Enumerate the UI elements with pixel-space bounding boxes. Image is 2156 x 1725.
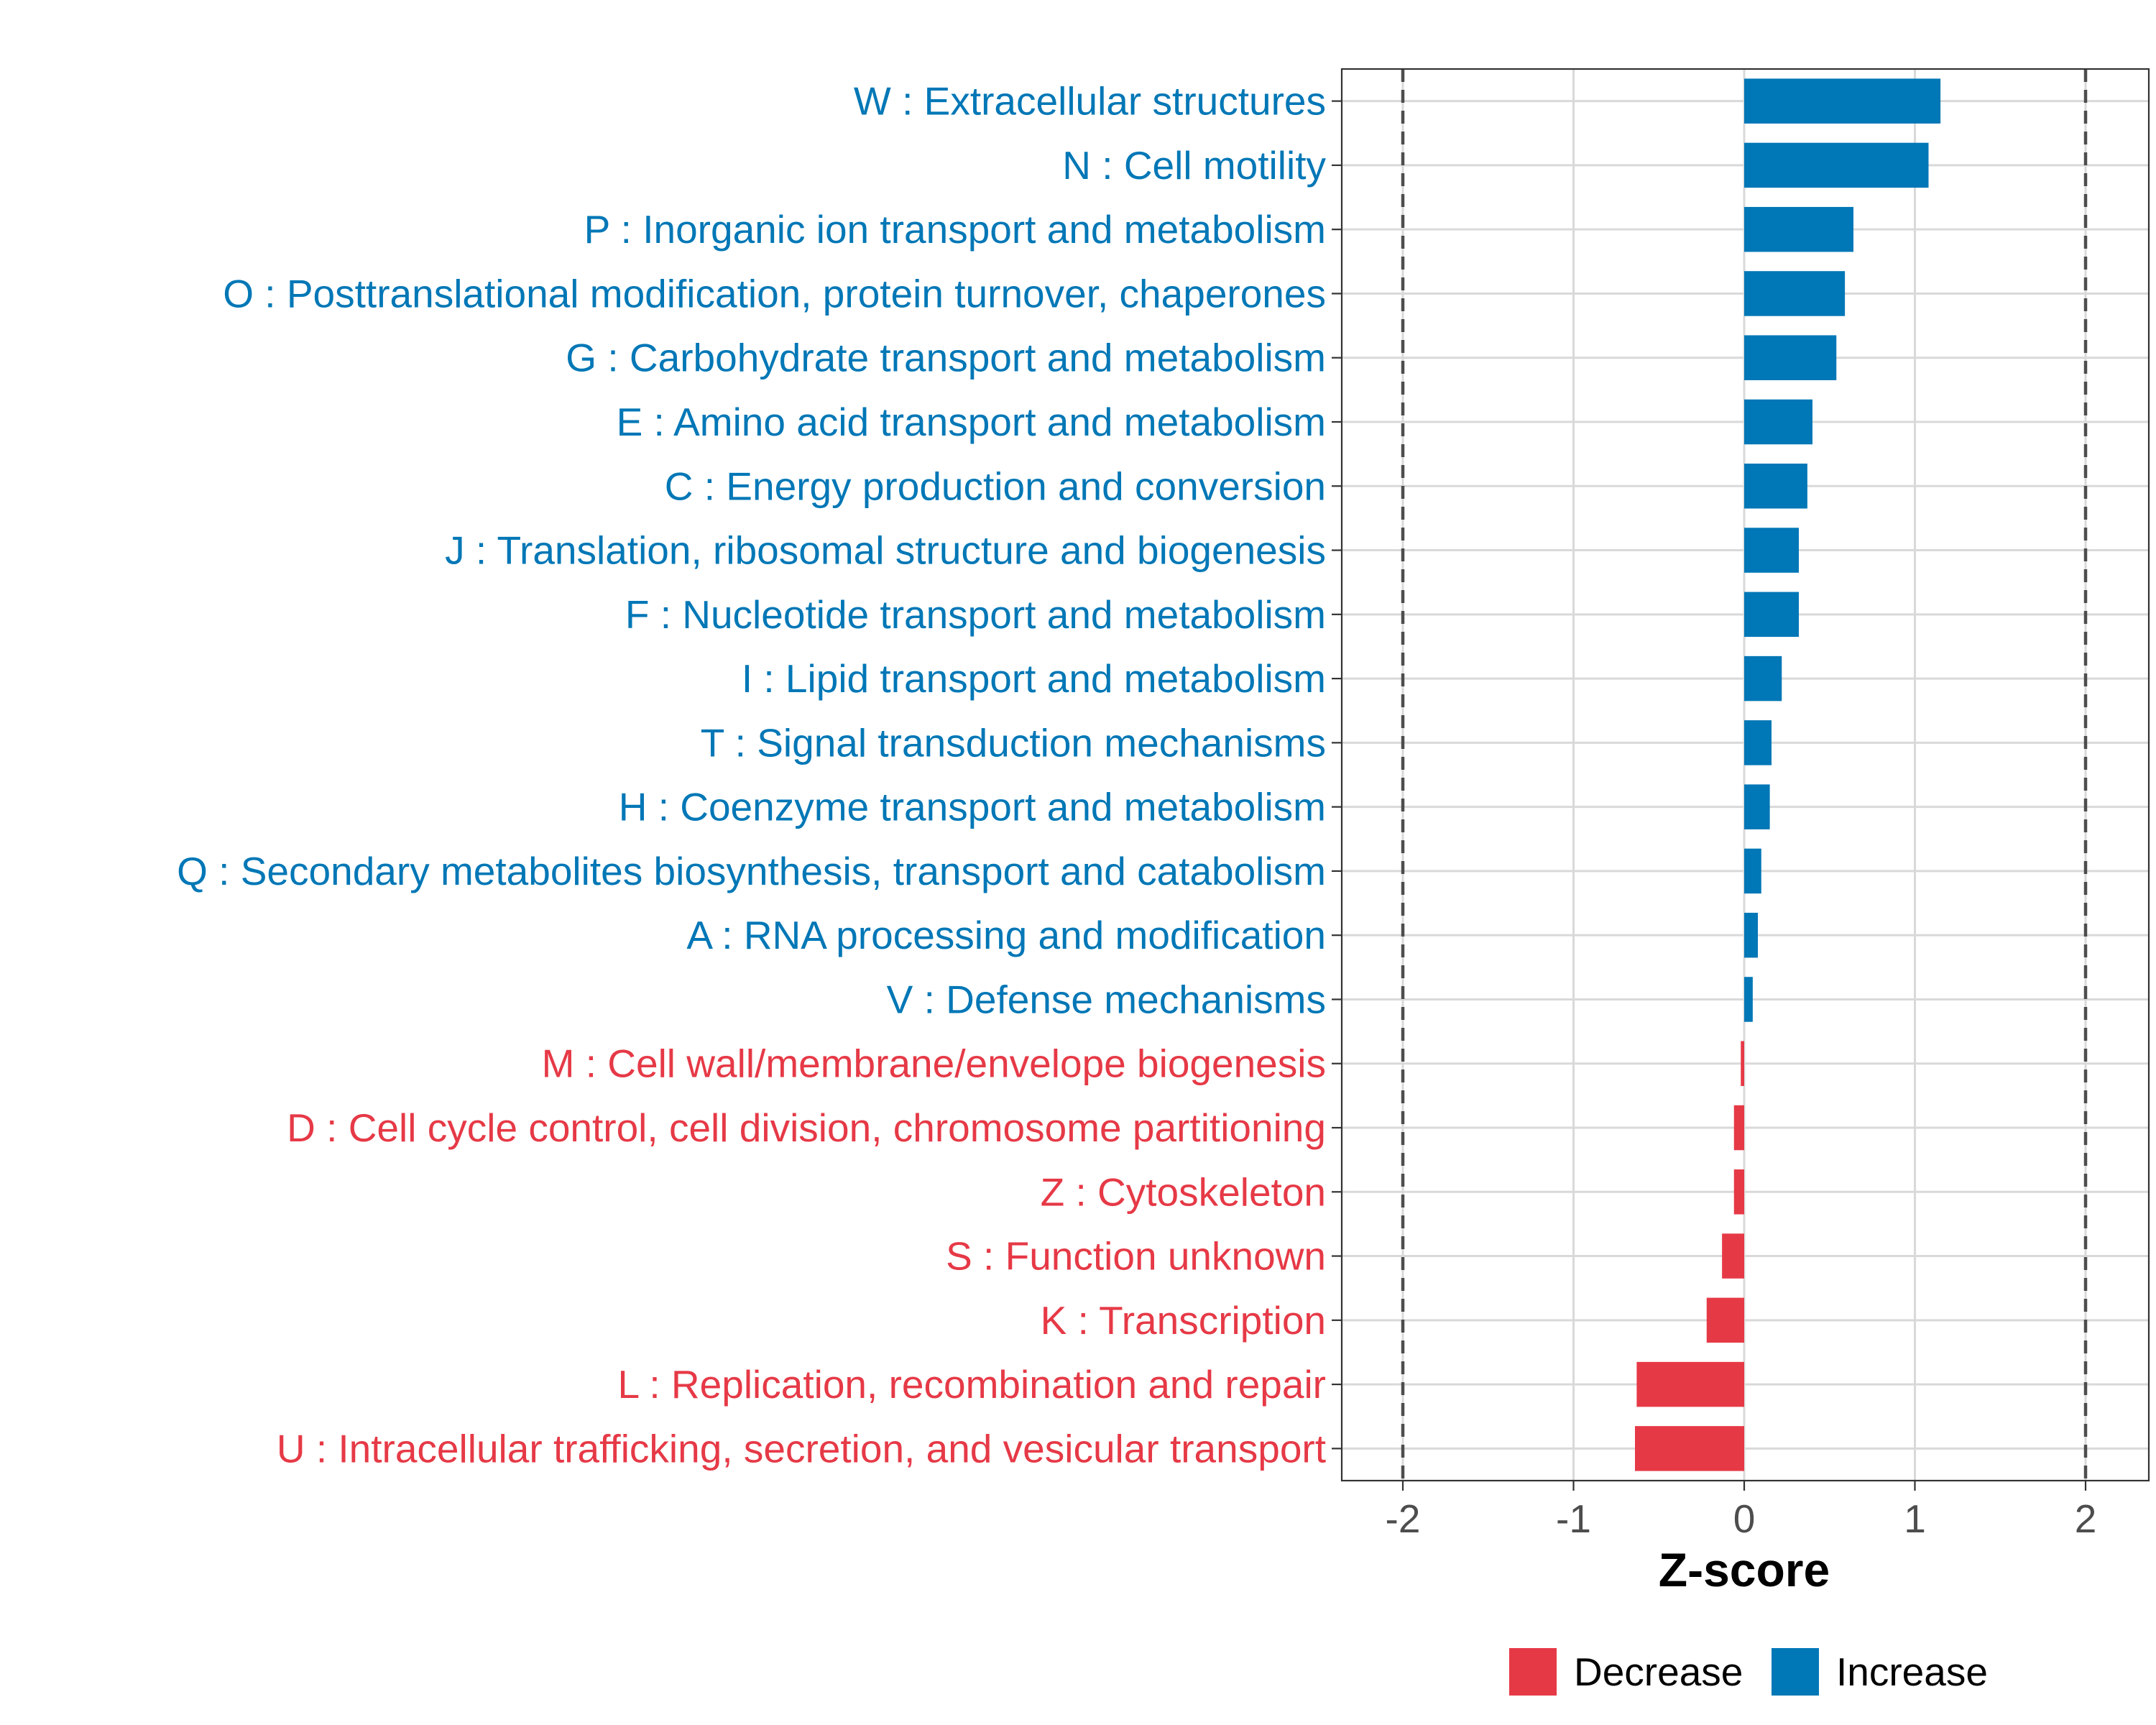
- category-label: P : Inorganic ion transport and metaboli…: [584, 207, 1326, 252]
- category-label: S : Function unknown: [946, 1234, 1326, 1279]
- category-label: C : Energy production and conversion: [665, 464, 1326, 508]
- category-label: M : Cell wall/membrane/envelope biogenes…: [542, 1041, 1326, 1086]
- bar: [1744, 912, 1758, 958]
- category-label: F : Nucleotide transport and metabolism: [625, 592, 1326, 637]
- bar: [1722, 1233, 1744, 1279]
- category-label: A : RNA processing and modification: [686, 913, 1326, 957]
- bar: [1744, 142, 1929, 188]
- category-label: N : Cell motility: [1062, 143, 1326, 188]
- category-label: V : Defense mechanisms: [887, 977, 1326, 1021]
- legend-key: [1509, 1648, 1557, 1696]
- category-label: Q : Secondary metabolites biosynthesis, …: [177, 849, 1326, 893]
- category-label: W : Extracellular structures: [854, 79, 1326, 124]
- bar: [1744, 848, 1761, 894]
- reference-lines: [1401, 69, 2088, 1481]
- bar: [1636, 1361, 1744, 1407]
- panel-border: [1340, 68, 2150, 1482]
- bar: [1741, 1041, 1744, 1086]
- bar: [1744, 78, 1941, 124]
- category-label: U : Intracellular trafficking, secretion…: [277, 1426, 1326, 1471]
- bar: [1744, 464, 1807, 509]
- bar: [1744, 528, 1799, 573]
- category-label: H : Coenzyme transport and metabolism: [619, 785, 1326, 829]
- bar: [1744, 206, 1853, 252]
- bar: [1744, 977, 1753, 1022]
- category-label: K : Transcription: [1041, 1298, 1326, 1343]
- bar: [1744, 399, 1812, 445]
- category-label: J : Translation, ribosomal structure and…: [445, 528, 1326, 573]
- x-axis-title: Z-score: [1659, 1543, 1830, 1596]
- x-tick-label: 1: [1904, 1496, 1926, 1541]
- bars: [1635, 78, 1941, 1471]
- category-label: E : Amino acid transport and metabolism: [617, 400, 1326, 444]
- x-tick-label: 0: [1733, 1496, 1756, 1541]
- category-label: G : Carbohydrate transport and metabolis…: [566, 336, 1326, 380]
- bar: [1744, 271, 1846, 316]
- legend-label: Increase: [1836, 1650, 1988, 1694]
- legend-label: Decrease: [1574, 1650, 1743, 1694]
- legend-key: [1772, 1648, 1819, 1696]
- category-label: O : Posttranslational modification, prot…: [223, 271, 1326, 316]
- legend: Decrease Increase: [1509, 1648, 1988, 1696]
- category-label: Z : Cytoskeleton: [1041, 1169, 1326, 1214]
- y-axis: W : Extracellular structures N : Cell mot…: [177, 79, 1342, 1471]
- x-tick-label: -1: [1556, 1496, 1591, 1541]
- bar: [1744, 656, 1782, 702]
- bar: [1744, 720, 1772, 765]
- category-label: D : Cell cycle control, cell division, c…: [287, 1105, 1326, 1150]
- bar: [1744, 592, 1799, 638]
- bar: [1733, 1169, 1744, 1215]
- bar: [1744, 784, 1770, 829]
- x-axis: -2 -1 0 1 2: [1386, 1481, 2097, 1541]
- x-tick-label: -2: [1386, 1496, 1421, 1541]
- category-label: L : Replication, recombination and repai…: [618, 1362, 1326, 1407]
- category-label: I : Lipid transport and metabolism: [742, 656, 1326, 701]
- bar: [1706, 1297, 1744, 1343]
- bar: [1635, 1426, 1744, 1471]
- bar: [1744, 335, 1837, 380]
- x-tick-label: 2: [2075, 1496, 2097, 1541]
- category-label: T : Signal transduction mechanisms: [701, 720, 1326, 765]
- bar: [1733, 1105, 1744, 1151]
